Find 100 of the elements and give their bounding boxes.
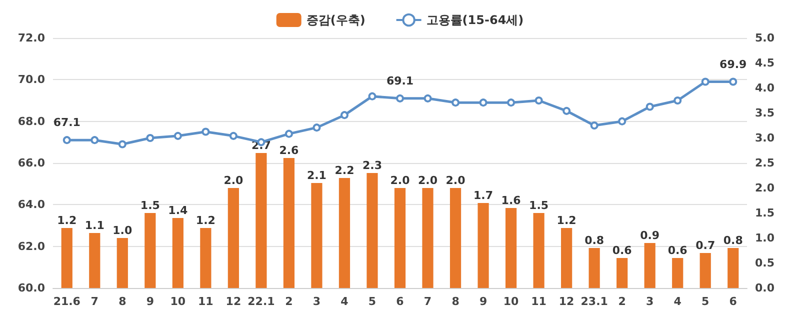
legend-label: 증감(우축) [306,13,366,27]
bar [283,158,295,288]
y2-tick-label: 1.0 [755,232,775,244]
data-label: 2.0 [390,174,410,187]
data-label: 69.9 [720,58,747,71]
point [118,140,126,148]
x-tick-label: 10 [170,295,186,308]
y2-tick-label: 4.5 [755,56,774,70]
y2-tick-label: 3.0 [755,132,775,144]
y2-tick-label: 0.0 [755,282,775,294]
data-label: 1.2 [556,214,576,227]
x-tick-label: 2 [618,295,626,308]
point [368,92,376,100]
bar [588,248,600,288]
y-tick-label: 62.0 [18,240,46,253]
bar [478,203,489,288]
data-label: 2.1 [306,169,326,182]
y-tick-label: 72.0 [18,32,46,44]
x-tick-label: 8 [452,295,460,308]
bar [728,248,739,288]
point [618,117,626,126]
point [396,94,404,102]
x-tick-label: 22.1 [248,295,275,308]
y-tick-label: 68.0 [18,114,46,128]
data-label: 67.1 [53,116,80,130]
data-label: 0.6 [612,244,632,257]
y2-tick-label: 2.5 [755,156,774,170]
x-tick-label: 4 [674,295,682,308]
y2-tick-label: 2.0 [755,182,775,194]
bar [422,188,434,288]
bar [700,253,711,288]
bar [561,228,572,288]
data-label: 1.7 [474,189,494,202]
data-label: 1.5 [529,199,549,212]
bar [89,233,100,288]
point [562,106,571,115]
point [590,122,598,130]
x-tick-label: 10 [503,295,520,308]
x-tick-label: 7 [90,295,98,308]
bar [533,213,544,288]
y-tick-label: 64.0 [18,198,46,212]
point [284,130,293,138]
point [507,98,516,107]
bar [450,188,462,288]
x-tick-label: 5 [368,295,376,308]
data-label: 2.6 [279,144,300,157]
y-tick-label: 60.0 [18,282,46,294]
data-label: 1.6 [501,194,522,207]
bar [256,153,267,288]
point [174,132,182,140]
point [674,96,682,104]
data-label: 0.9 [640,229,660,242]
bar [505,208,517,288]
bar [616,258,628,288]
x-tick-label: 11 [198,295,214,308]
data-label: 2.2 [334,164,354,177]
point [452,98,460,107]
x-tick-label: 9 [146,295,154,308]
x-tick-label: 4 [340,295,349,308]
bar [61,228,72,288]
x-tick-label: 6 [729,295,738,308]
x-tick-label: 2 [285,295,293,308]
data-label: 69.1 [386,74,414,88]
bar [644,243,656,288]
y-tick-label: 70.0 [18,73,46,86]
data-label: 0.8 [723,234,743,247]
data-label: 0.8 [584,234,604,247]
point [479,98,488,107]
y2-tick-label: 5.0 [755,32,775,44]
x-tick-label: 21.6 [53,295,81,308]
data-label: 1.5 [140,199,160,212]
data-label: 1.2 [196,214,216,227]
point [646,102,654,111]
bar [228,188,239,288]
point [534,96,543,104]
y2-tick-label: 4.0 [755,82,775,94]
data-label: 1.0 [112,224,132,237]
y2-tick-label: 3.5 [755,106,774,120]
point [424,94,432,102]
y2-tick-label: 1.5 [755,206,774,220]
x-tick-label: 3 [646,295,654,308]
y2-tick-label: 0.5 [755,256,774,270]
bar [366,173,378,288]
bar [338,178,350,288]
bar [144,213,156,288]
point [340,111,348,120]
x-tick-label: 5 [702,295,710,308]
data-label: 2.0 [446,174,466,187]
x-tick-label: 9 [479,295,488,308]
point [90,136,99,144]
legend-label: 고용률(15-64세) [426,13,524,27]
y-tick-label: 66.0 [18,156,46,170]
x-tick-label: 23.1 [580,295,608,308]
bar [394,188,406,288]
point [312,124,321,132]
data-label: 0.6 [668,244,688,257]
data-label: 1.2 [57,214,77,227]
point [229,132,238,140]
x-tick-label: 8 [118,295,126,308]
bar [311,183,322,288]
